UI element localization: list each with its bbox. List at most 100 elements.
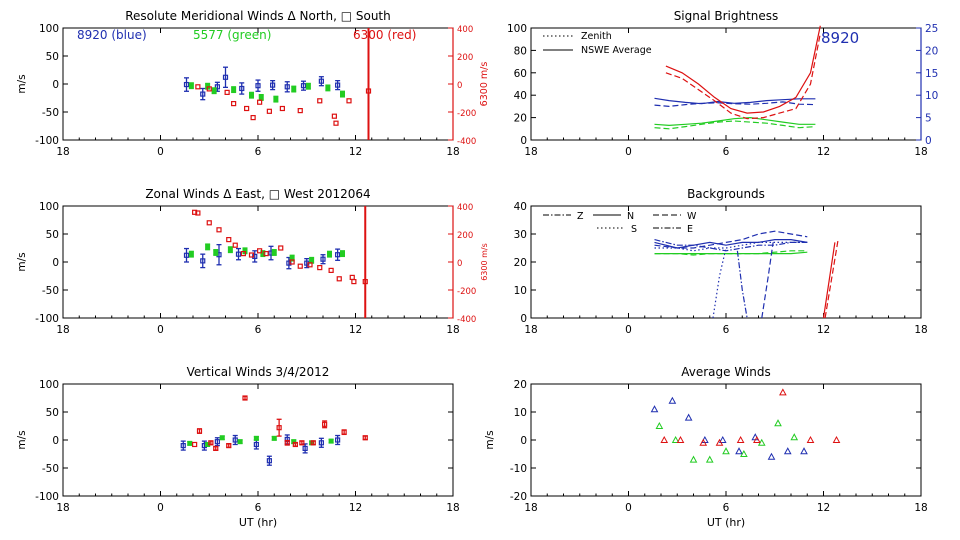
y-right-tick-label: 20 bbox=[925, 45, 938, 57]
y-tick-label: -10 bbox=[510, 463, 527, 475]
y-tick-label: 50 bbox=[46, 229, 59, 241]
series-line bbox=[654, 239, 808, 249]
data-point bbox=[800, 447, 808, 455]
y-right-tick-label: 400 bbox=[457, 25, 473, 35]
series-line bbox=[761, 242, 774, 319]
data-point bbox=[196, 428, 203, 434]
data-point bbox=[660, 435, 669, 443]
data-point bbox=[320, 256, 326, 262]
legend-8920: 8920 (blue) bbox=[77, 28, 147, 42]
x-tick-label: 0 bbox=[157, 502, 164, 514]
data-point bbox=[305, 83, 311, 89]
chart-title: Backgrounds bbox=[687, 187, 765, 201]
data-point bbox=[297, 263, 303, 269]
data-point bbox=[331, 113, 337, 119]
x-tick-label: 18 bbox=[914, 146, 927, 158]
data-point bbox=[266, 108, 272, 114]
data-point bbox=[187, 440, 193, 446]
y-right-axis-label: 6300 m/s bbox=[479, 62, 490, 107]
x-tick-label: 18 bbox=[524, 502, 537, 514]
y-tick-label: 40 bbox=[514, 201, 527, 213]
data-point bbox=[335, 82, 341, 88]
series-blue-S bbox=[654, 241, 808, 252]
data-point bbox=[231, 87, 237, 93]
data-point bbox=[333, 120, 339, 126]
data-point bbox=[248, 252, 255, 258]
series-blue-dip2 bbox=[736, 250, 748, 319]
series-line bbox=[654, 241, 808, 252]
data-point bbox=[260, 251, 266, 257]
series-blue-dip3 bbox=[761, 242, 774, 319]
data-point bbox=[655, 421, 664, 429]
data-point bbox=[302, 445, 308, 451]
series-6300 bbox=[192, 395, 368, 451]
data-point bbox=[300, 83, 307, 89]
y-tick-label: 100 bbox=[507, 23, 527, 35]
y-tick-label: 0 bbox=[520, 435, 527, 447]
data-point bbox=[317, 265, 323, 271]
data-point bbox=[318, 440, 324, 446]
data-point bbox=[279, 105, 285, 112]
data-point bbox=[291, 439, 297, 445]
series-8920 bbox=[183, 66, 341, 101]
series-line bbox=[654, 239, 808, 252]
data-point bbox=[206, 220, 212, 226]
y-tick-label: 0 bbox=[520, 313, 527, 325]
data-point bbox=[200, 91, 206, 97]
data-point bbox=[362, 435, 368, 441]
data-point bbox=[676, 435, 685, 443]
x-tick-label: 6 bbox=[723, 324, 730, 336]
chart-title: Zonal Winds Δ East, □ West 2012064 bbox=[145, 187, 370, 201]
series-line bbox=[665, 25, 821, 114]
x-tick-label: 0 bbox=[157, 324, 164, 336]
series-line bbox=[824, 239, 839, 319]
data-point bbox=[346, 98, 352, 104]
data-point bbox=[273, 96, 279, 102]
data-point bbox=[224, 89, 230, 96]
x-tick-label: 12 bbox=[349, 502, 362, 514]
series-blue-E bbox=[654, 239, 808, 252]
data-point bbox=[242, 248, 248, 254]
y-right-tick-label: -400 bbox=[457, 315, 476, 325]
x-tick-label: 18 bbox=[446, 146, 459, 158]
y-right-tick-label: 25 bbox=[925, 23, 938, 35]
series-5577 bbox=[188, 82, 345, 103]
y-tick-label: 30 bbox=[514, 229, 527, 241]
plot-frame bbox=[530, 205, 922, 319]
data-point bbox=[231, 100, 237, 107]
y-tick-label: 50 bbox=[46, 407, 59, 419]
data-point bbox=[309, 257, 315, 263]
data-point bbox=[705, 455, 714, 463]
data-point bbox=[271, 435, 277, 441]
series-line bbox=[654, 116, 816, 127]
data-point bbox=[684, 413, 693, 421]
series-blue-N bbox=[654, 239, 808, 249]
x-tick-label: 6 bbox=[255, 324, 262, 336]
y-axis-label: m/s bbox=[16, 74, 28, 93]
legend-S: S bbox=[631, 224, 637, 235]
x-tick-label: 6 bbox=[723, 146, 730, 158]
x-tick-label: 12 bbox=[349, 146, 362, 158]
data-point bbox=[242, 395, 248, 401]
data-point bbox=[226, 443, 232, 449]
series-8920 bbox=[180, 434, 341, 466]
x-tick-label: 18 bbox=[446, 324, 459, 336]
x-axis-label: UT (hr) bbox=[239, 516, 277, 529]
x-tick-label: 18 bbox=[56, 146, 69, 158]
data-point bbox=[286, 260, 292, 266]
data-point bbox=[310, 440, 316, 446]
chart-average: Average Winds 18 0 6 12 18 20 10 0 -10 -20 m/s UT (h… bbox=[484, 365, 928, 529]
y-tick-label: 80 bbox=[514, 45, 527, 57]
data-point bbox=[213, 249, 219, 255]
data-point bbox=[257, 248, 263, 254]
data-point bbox=[188, 83, 194, 89]
annotation-8920: 8920 bbox=[821, 29, 859, 47]
data-point bbox=[257, 99, 263, 105]
chart-title: Average Winds bbox=[681, 365, 771, 379]
y-tick-label: -100 bbox=[35, 491, 59, 503]
data-point bbox=[832, 435, 841, 443]
data-point bbox=[767, 452, 776, 460]
y-tick-label: 40 bbox=[514, 90, 527, 102]
data-point bbox=[307, 262, 313, 268]
